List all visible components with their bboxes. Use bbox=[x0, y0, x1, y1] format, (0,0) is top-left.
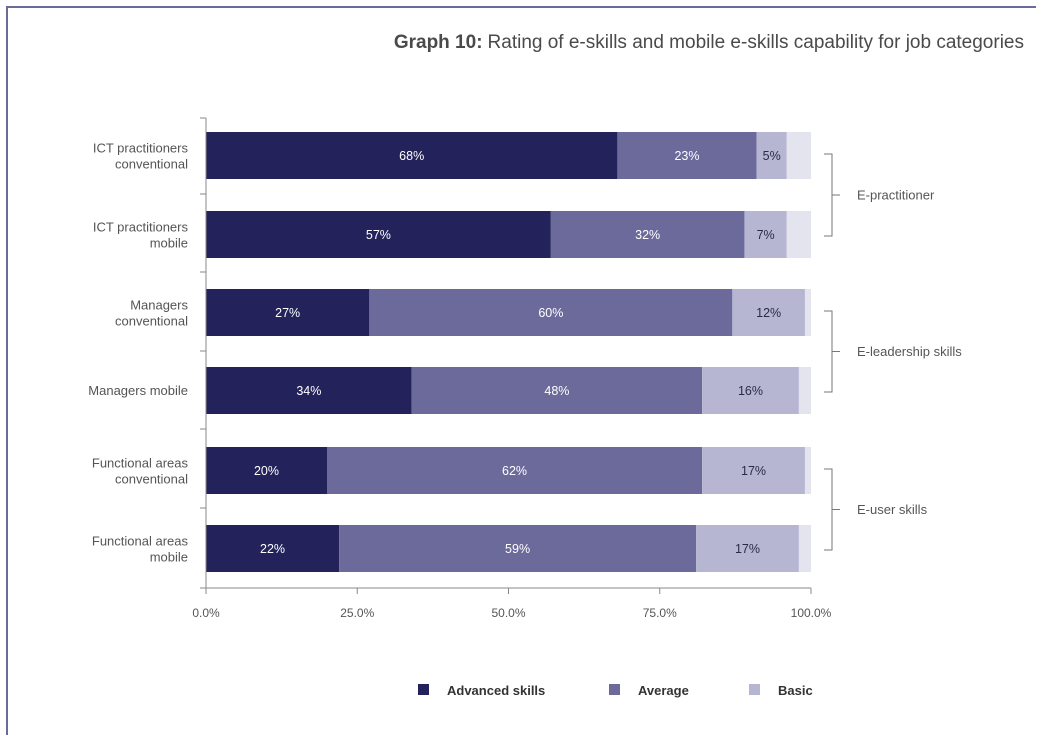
data-label-basic-6: 17% bbox=[735, 542, 760, 556]
group-label-e-leadership-skills: E-leadership skills bbox=[857, 344, 962, 359]
legend-label-basic: Basic bbox=[778, 683, 813, 698]
chart-frame bbox=[6, 6, 1036, 735]
category-label-5-line-1: Functional areas bbox=[92, 456, 189, 471]
data-label-advanced-skills-3: 27% bbox=[275, 306, 300, 320]
data-label-average-4: 48% bbox=[544, 384, 569, 398]
x-tick-label-3: 50.0% bbox=[491, 606, 525, 620]
data-label-average-1: 23% bbox=[674, 149, 699, 163]
bar-basic-6 bbox=[696, 525, 799, 572]
data-label-average-2: 32% bbox=[635, 228, 660, 242]
data-label-advanced-skills-4: 34% bbox=[296, 384, 321, 398]
bar-average-5 bbox=[327, 447, 703, 494]
chart-title-text: Rating of e-skills and mobile e-skills c… bbox=[488, 32, 1024, 53]
legend-swatch-basic bbox=[749, 684, 760, 695]
category-label-6-line-1: Functional areas bbox=[92, 534, 189, 549]
data-label-basic-1: 5% bbox=[763, 149, 781, 163]
bar-basic-5 bbox=[702, 447, 805, 494]
data-label-basic-3: 12% bbox=[756, 306, 781, 320]
data-label-advanced-skills-5: 20% bbox=[254, 464, 279, 478]
data-label-average-3: 60% bbox=[538, 306, 563, 320]
bar-remainder-1 bbox=[786, 132, 811, 179]
category-label-3-line-1: Managers bbox=[130, 298, 188, 313]
category-label-2-line-1: ICT practitioners bbox=[93, 220, 189, 235]
legend-swatch-average bbox=[609, 684, 620, 695]
group-brackets: E-practitioner E-leadership skills E-user … bbox=[824, 153, 962, 551]
bar-remainder-5 bbox=[804, 447, 811, 494]
bar-basic-2 bbox=[744, 211, 787, 258]
x-tick-label-4: 75.0% bbox=[643, 606, 677, 620]
legend-label-average: Average bbox=[638, 683, 689, 698]
data-label-basic-2: 7% bbox=[757, 228, 775, 242]
bar-average-6 bbox=[339, 525, 697, 572]
bars-layer: 68% 23% 5% 57% 32% 7% 27% 60% 12% 34% 48% 16% 20% 62%… bbox=[206, 132, 811, 572]
bar-basic-1 bbox=[756, 132, 787, 179]
bar-average-1 bbox=[617, 132, 757, 179]
x-tick-label-5: 100.0% bbox=[791, 606, 832, 620]
legend-label-advanced-skills: Advanced skills bbox=[447, 683, 545, 698]
bar-average-2 bbox=[550, 211, 745, 258]
group-bracket-e-leadership-skills bbox=[824, 310, 840, 393]
category-label-1-line-2: conventional bbox=[115, 157, 188, 172]
data-label-basic-5: 17% bbox=[741, 464, 766, 478]
bar-advanced-skills-6 bbox=[206, 525, 340, 572]
bar-average-3 bbox=[369, 289, 733, 336]
bar-advanced-skills-5 bbox=[206, 447, 327, 494]
legend: Advanced skills Average Basic bbox=[418, 683, 813, 698]
bar-advanced-skills-3 bbox=[206, 289, 370, 336]
data-label-average-5: 62% bbox=[502, 464, 527, 478]
category-label-1-line-1: ICT practitioners bbox=[93, 141, 189, 156]
group-bracket-e-user-skills bbox=[824, 468, 840, 551]
legend-swatch-advanced-skills bbox=[418, 684, 429, 695]
bar-average-4 bbox=[411, 367, 703, 414]
category-label-3-line-2: conventional bbox=[115, 314, 188, 329]
bar-advanced-skills-4 bbox=[206, 367, 412, 414]
bar-advanced-skills-1 bbox=[206, 132, 618, 179]
bar-basic-4 bbox=[702, 367, 799, 414]
bar-advanced-skills-2 bbox=[206, 211, 551, 258]
data-label-advanced-skills-6: 22% bbox=[260, 542, 285, 556]
data-label-basic-4: 16% bbox=[738, 384, 763, 398]
x-tick-label-2: 25.0% bbox=[340, 606, 374, 620]
bar-remainder-6 bbox=[798, 525, 811, 572]
data-label-advanced-skills-2: 57% bbox=[366, 228, 391, 242]
category-label-6-line-2: mobile bbox=[150, 550, 188, 565]
bar-remainder-4 bbox=[798, 367, 811, 414]
bar-basic-3 bbox=[732, 289, 805, 336]
category-label-4: Managers mobile bbox=[88, 383, 188, 398]
group-label-e-practitioner: E-practitioner bbox=[857, 188, 935, 203]
data-label-average-6: 59% bbox=[505, 542, 530, 556]
x-tick-label-1: 0.0% bbox=[192, 606, 220, 620]
category-label-2-line-2: mobile bbox=[150, 236, 188, 251]
bar-remainder-2 bbox=[786, 211, 811, 258]
chart-title-prefix: Graph 10: bbox=[394, 32, 483, 53]
bar-remainder-3 bbox=[804, 289, 811, 336]
chart-title: Graph 10: Rating of e-skills and mobile e… bbox=[394, 32, 1024, 53]
group-label-e-user-skills: E-user skills bbox=[857, 502, 928, 517]
group-bracket-e-practitioner bbox=[824, 153, 840, 237]
category-label-5-line-2: conventional bbox=[115, 472, 188, 487]
data-label-advanced-skills-1: 68% bbox=[399, 149, 424, 163]
